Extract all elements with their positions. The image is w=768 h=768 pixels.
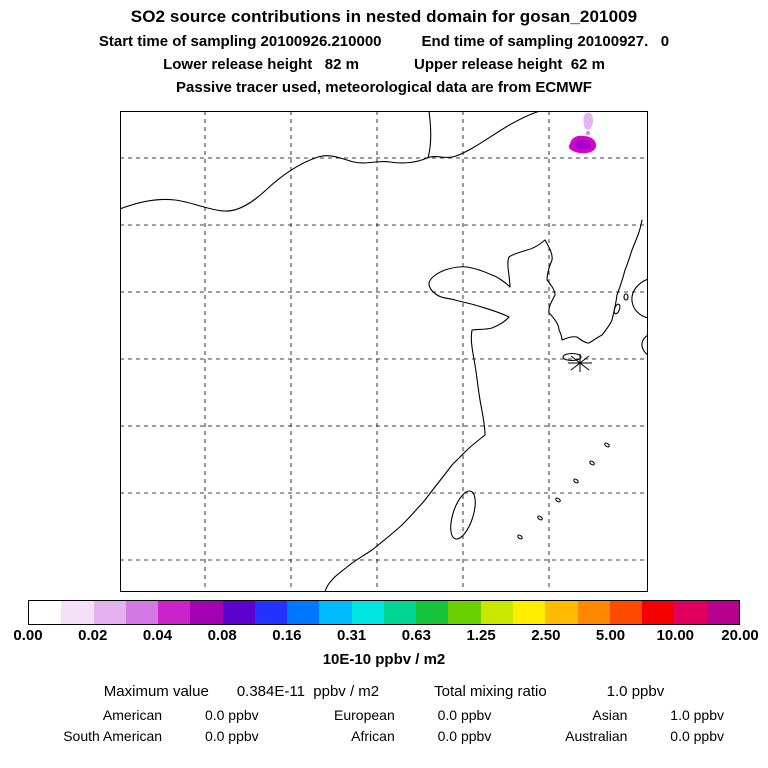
region-contribution: Asian 1.0 ppbv [509, 707, 724, 723]
region-name: South American [63, 728, 163, 744]
colorbar-segment [416, 601, 449, 624]
tracer-note: Passive tracer used, meteorological data… [0, 79, 768, 96]
colorbar-tick-label: 10.00 [656, 627, 695, 644]
colorbar-tick-label: 1.25 [466, 627, 496, 644]
total-mixing-ratio-label: Total mixing ratio [434, 683, 547, 700]
colorbar-segment [29, 601, 62, 624]
end-time-text: End time of sampling 20100927. 0 [421, 33, 670, 50]
colorbar-tick-label: 0.31 [337, 627, 367, 644]
sampling-times: Start time of sampling 20100926.210000 E… [0, 33, 768, 50]
plume [568, 112, 597, 154]
region-name: American [102, 707, 163, 723]
region-value: 0.0 ppbv [670, 728, 725, 744]
river-spur [427, 111, 432, 159]
tsushima-island [613, 303, 621, 315]
colorbar-tick-label: 0.63 [401, 627, 431, 644]
colorbar-segment [609, 601, 643, 624]
region-value: 0.0 ppbv [437, 707, 492, 723]
region-name: African [351, 728, 395, 744]
colorbar-segment [222, 601, 255, 624]
region-name: Asian [592, 707, 628, 723]
colorbar-tick-label: 20.00 [721, 627, 759, 644]
colorbar-segment [61, 601, 94, 624]
colorbar-tick-label: 0.04 [142, 627, 173, 644]
region-contribution: African 0.0 ppbv [277, 728, 492, 744]
region-contribution: American 0.0 ppbv [44, 707, 259, 723]
start-time-text: Start time of sampling 20100926.210000 [98, 33, 382, 50]
korea-coast [544, 219, 643, 344]
region-value: 1.0 ppbv [670, 707, 725, 723]
colorbar [28, 600, 740, 625]
colorbar-segment [190, 601, 223, 624]
region-name: European [334, 707, 395, 723]
colorbar-tick-label: 5.00 [595, 627, 626, 644]
ryukyu-islands [517, 442, 610, 540]
northern-border-line [120, 155, 428, 212]
region-contribution: Australian 0.0 ppbv [509, 728, 724, 744]
map-panel [120, 111, 648, 592]
jeju-island [562, 352, 582, 362]
release-heights: Lower release height 82 m Upper release … [0, 56, 768, 73]
colorbar-segment [93, 601, 126, 624]
colorbar-tick-label: 0.16 [272, 627, 302, 644]
maximum-value: 0.384E-11 ppbv / m2 [236, 683, 380, 700]
lower-release-text: Lower release height 82 m [163, 56, 359, 73]
region-contribution: European 0.0 ppbv [277, 707, 492, 723]
colorbar-segment [674, 601, 707, 624]
tracer-note-text: Passive tracer used, meteorological data… [176, 79, 592, 96]
colorbar-segment [254, 601, 288, 624]
region-value: 0.0 ppbv [204, 707, 259, 723]
colorbar-segment [383, 601, 417, 624]
map-svg [120, 111, 648, 592]
coastlines [120, 111, 648, 592]
taiwan-island [450, 490, 476, 540]
goto-island [623, 293, 629, 301]
colorbar-segment [512, 601, 546, 624]
china-coast [324, 239, 546, 592]
total-mixing-ratio-value: 1.0 ppbv [606, 683, 665, 700]
colorbar-unit: 10E-10 ppbv / m2 [322, 651, 446, 668]
colorbar-segment [480, 601, 513, 624]
maximum-value-label: Maximum value [103, 683, 209, 700]
map-grid [120, 111, 648, 592]
colorbar-segment [351, 601, 384, 624]
colorbar-segment [319, 601, 352, 624]
primorye-coast [426, 111, 541, 159]
colorbar-tick-label: 0.00 [13, 627, 43, 644]
region-name: Australian [565, 728, 628, 744]
colorbar-tick-label: 2.50 [531, 627, 561, 644]
figure-title: SO2 source contributions in nested domai… [130, 7, 638, 26]
receptor-marker [568, 354, 592, 372]
colorbar-segment [448, 601, 481, 624]
colorbar-tick-label: 0.02 [78, 627, 108, 644]
colorbar-tick-label: 0.08 [207, 627, 237, 644]
colorbar-labels: 0.00 0.02 0.04 0.08 0.16 0.31 0.63 1.25 2.50 5.00… [13, 627, 758, 646]
region-value: 0.0 ppbv [437, 728, 492, 744]
upper-release-text: Upper release height 62 m [414, 56, 605, 73]
region-contribution: South American 0.0 ppbv [44, 728, 259, 744]
stats-line: Maximum value 0.384E-11 ppbv / m2 Total … [0, 683, 768, 700]
colorbar-segment [642, 601, 675, 624]
colorbar-segment [545, 601, 578, 624]
kyushu-coast [631, 278, 648, 319]
colorbar-region: 0.00 0.02 0.04 0.08 0.16 0.31 0.63 1.25 2.50 5.00… [13, 600, 759, 646]
figure: SO2 source contributions in nested domai… [0, 7, 768, 744]
map-frame [120, 111, 648, 592]
region-contributions-table: American 0.0 ppbv European 0.0 ppbv Asian 1.0… [44, 707, 724, 744]
colorbar-segment [577, 601, 610, 624]
colorbar-segment [706, 601, 739, 624]
colorbar-segment [125, 601, 159, 624]
colorbar-segment [287, 601, 320, 624]
region-value: 0.0 ppbv [204, 728, 259, 744]
colorbar-segment [158, 601, 191, 624]
